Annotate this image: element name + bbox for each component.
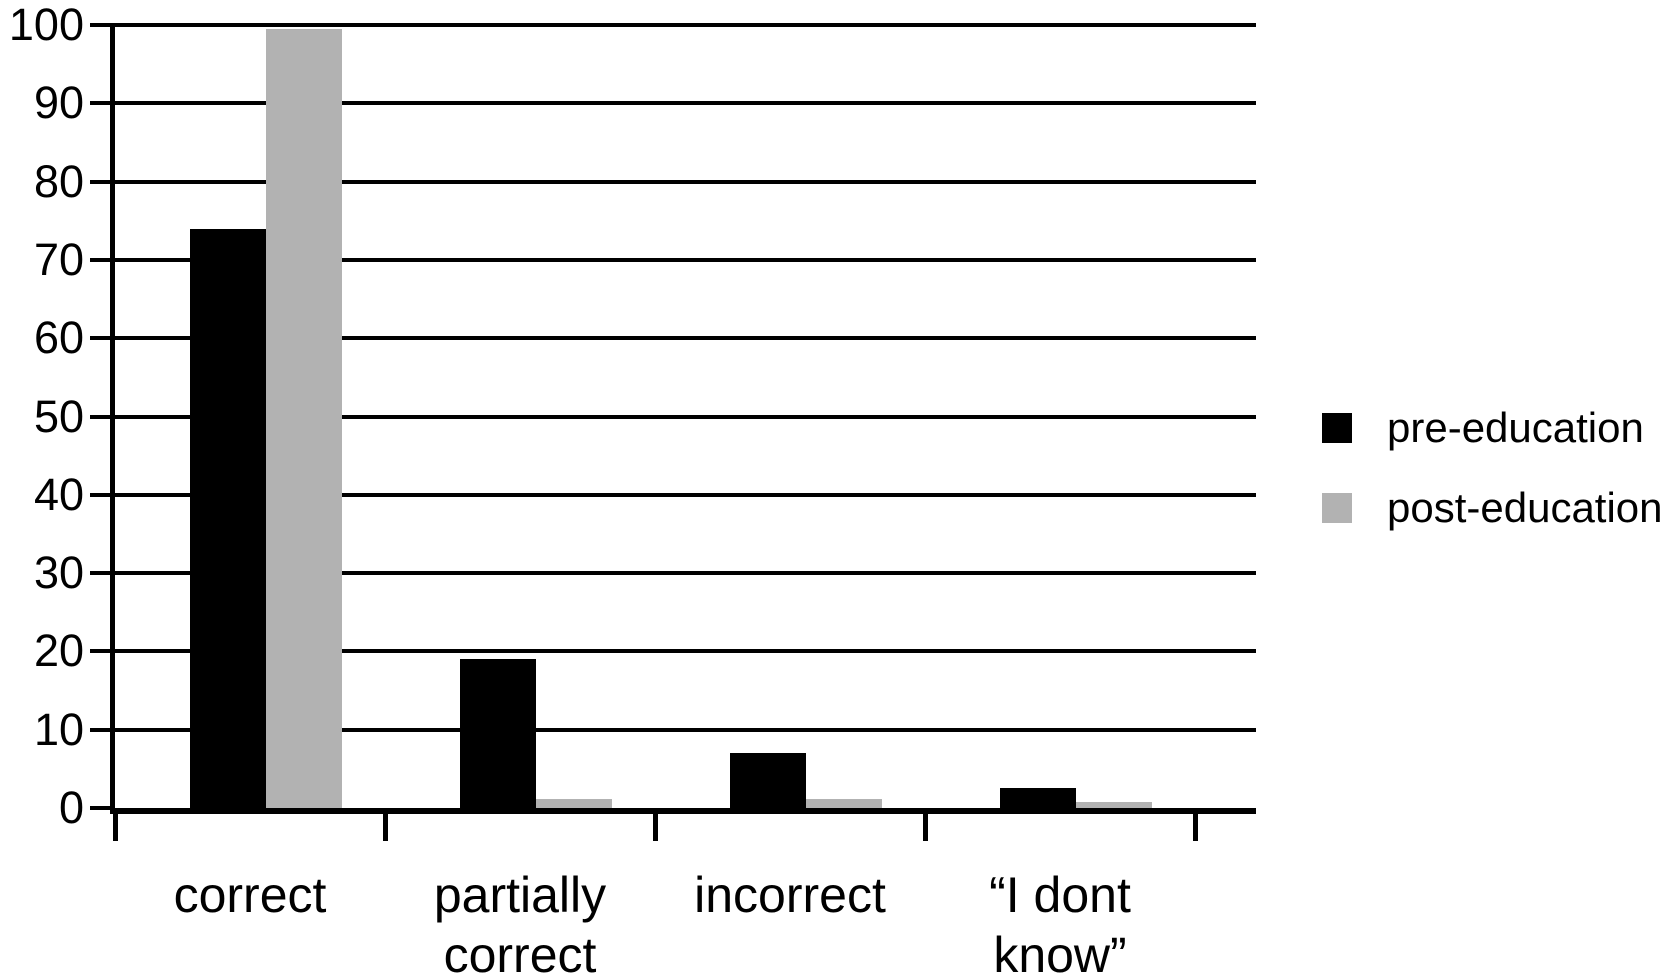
y-axis-tick xyxy=(90,101,115,106)
category-label: incorrect xyxy=(694,867,886,923)
y-axis-tick xyxy=(90,257,115,262)
bar-post-education-2 xyxy=(806,799,882,808)
bar-pre-education-3 xyxy=(1000,788,1076,808)
y-tick-label: 40 xyxy=(33,468,84,520)
bar-pre-education-1 xyxy=(460,659,536,808)
gridline xyxy=(115,101,1256,106)
y-tick-label: 20 xyxy=(33,625,84,677)
y-axis-tick xyxy=(90,649,115,654)
y-axis-tick xyxy=(90,23,115,27)
gridline xyxy=(115,257,1256,262)
category-label: “I dont know” xyxy=(989,867,1131,979)
bar-post-education-0 xyxy=(266,29,342,808)
x-axis-tick xyxy=(383,814,388,841)
y-tick-label: 0 xyxy=(58,782,84,833)
y-tick-label: 80 xyxy=(33,155,84,207)
x-axis-tick xyxy=(653,814,658,841)
gridline xyxy=(115,492,1256,497)
y-tick-label: 50 xyxy=(33,390,84,442)
gridline xyxy=(115,336,1256,341)
legend-item-post-education: post-education xyxy=(1322,484,1663,531)
y-tick-label: 10 xyxy=(33,703,84,755)
y-axis-tick xyxy=(90,179,115,184)
x-axis-tick xyxy=(1193,814,1198,841)
y-tick-label: 100 xyxy=(8,0,84,50)
bar-pre-education-2 xyxy=(730,753,806,808)
gridline xyxy=(115,649,1256,654)
y-axis-tick xyxy=(90,727,115,732)
y-axis-tick xyxy=(90,414,115,419)
gridline xyxy=(115,179,1256,184)
y-axis-tick xyxy=(90,571,115,576)
legend-swatch-pre-education xyxy=(1322,413,1352,443)
y-tick-label: 90 xyxy=(33,77,84,129)
y-tick-label: 30 xyxy=(33,547,84,599)
y-axis-tick xyxy=(90,492,115,497)
bar-post-education-1 xyxy=(536,799,612,808)
gridline xyxy=(115,727,1256,732)
gridline xyxy=(115,414,1256,419)
bar-pre-education-0 xyxy=(190,229,266,808)
x-axis-tick xyxy=(113,814,118,841)
y-axis-tick xyxy=(90,806,115,810)
category-label: correct xyxy=(173,867,327,923)
gridline xyxy=(115,23,1256,27)
legend-label: pre-education xyxy=(1387,404,1644,451)
legend-label: post-education xyxy=(1387,484,1663,531)
category-label: partially correct xyxy=(433,867,607,979)
x-axis-tick xyxy=(923,814,928,841)
y-tick-label: 70 xyxy=(33,233,84,285)
legend-swatch-post-education xyxy=(1322,493,1352,523)
bar-post-education-3 xyxy=(1076,802,1152,808)
y-axis-tick xyxy=(90,336,115,341)
gridline xyxy=(115,571,1256,576)
plot-area: 0 10 20 30 40 50 60 70 80 90 100 xyxy=(9,0,1256,833)
y-tick-label: 60 xyxy=(33,312,84,364)
legend-item-pre-education: pre-education xyxy=(1322,404,1663,451)
legend: pre-education post-education xyxy=(1322,404,1663,531)
